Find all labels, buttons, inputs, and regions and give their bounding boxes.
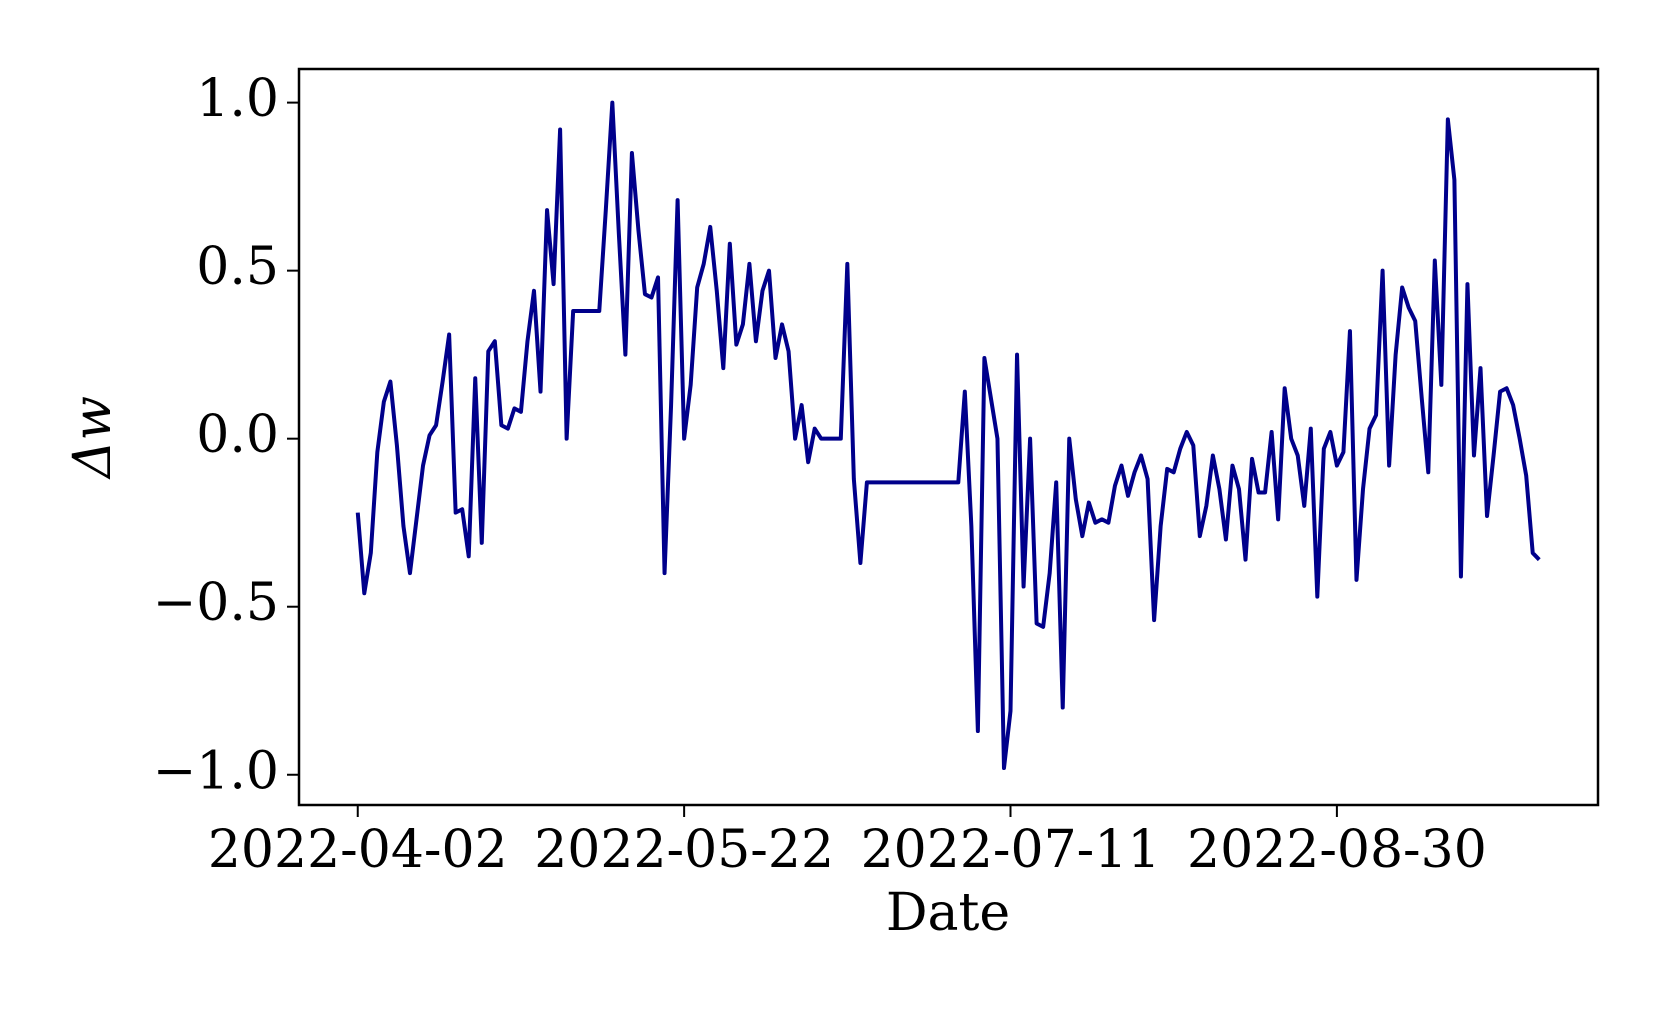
x-tick-label: 2022-08-30 [1187,820,1487,880]
x-tick-label: 2022-05-22 [534,820,834,880]
y-tick-label: −0.5 [153,573,279,633]
y-tick-label: 0.0 [196,405,279,465]
x-axis-label: Date [886,883,1010,943]
plot-frame [297,67,1600,807]
y-tick-label: 1.0 [196,69,279,129]
x-tick-label: 2022-07-11 [861,820,1161,880]
data-line [355,100,1541,771]
y-tick-label: −1.0 [153,741,279,801]
x-tick-label: 2022-04-02 [208,820,508,880]
y-axis-label: Δw [63,396,123,480]
y-tick-label: 0.5 [196,237,279,297]
